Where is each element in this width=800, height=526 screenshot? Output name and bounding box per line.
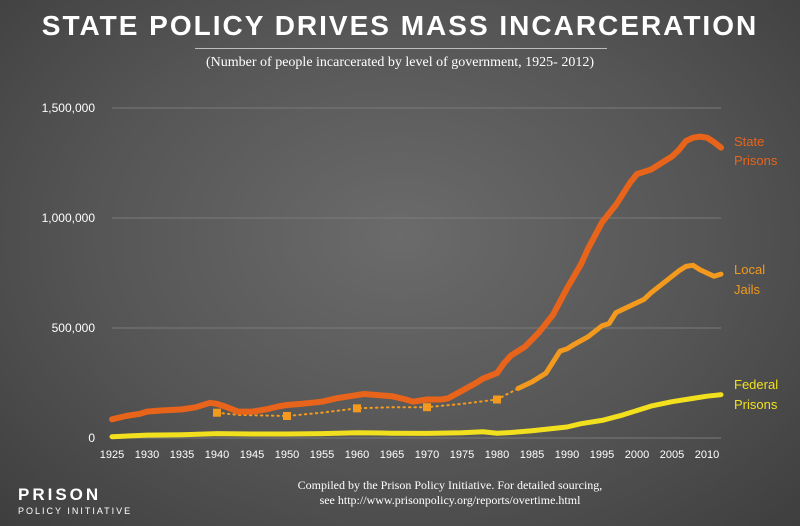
state-series-label: Prisons <box>734 153 778 168</box>
x-tick-label: 2000 <box>625 449 649 461</box>
federal-series-label: Federal <box>734 377 778 392</box>
chart-title: STATE POLICY DRIVES MASS INCARCERATION <box>41 10 759 41</box>
x-tick-label: 1940 <box>205 449 229 461</box>
jails-estimated-line <box>216 387 519 418</box>
x-tick-label: 1960 <box>345 449 369 461</box>
logo-line1: PRISON <box>18 485 102 504</box>
x-tick-label: 2005 <box>660 449 684 461</box>
x-tick-label: 1945 <box>240 449 264 461</box>
x-tick-label: 1980 <box>485 449 509 461</box>
y-tick-label: 500,000 <box>52 321 96 335</box>
chart-subtitle: (Number of people incarcerated by level … <box>206 55 594 70</box>
jails-marker <box>283 412 291 420</box>
state-line <box>109 133 724 423</box>
x-tick-label: 1950 <box>275 449 299 461</box>
series-labels: State Prisons Local Jails Federal Prisons <box>734 134 778 412</box>
x-tick-label: 1985 <box>520 449 544 461</box>
y-axis-ticks: 0 500,000 1,000,000 1,500,000 <box>42 101 96 445</box>
x-tick-label: 1935 <box>170 449 194 461</box>
x-tick-label: 1995 <box>590 449 614 461</box>
x-tick-label: 2010 <box>695 449 719 461</box>
state-series-label: State <box>734 134 764 149</box>
y-tick-label: 1,000,000 <box>42 211 96 225</box>
x-tick-label: 1925 <box>100 449 124 461</box>
x-tick-label: 1965 <box>380 449 404 461</box>
series-lines <box>109 133 724 440</box>
source-line1: Compiled by the Prison Policy Initiative… <box>297 478 603 492</box>
logo-line2: POLICY INITIATIVE <box>18 506 133 516</box>
title-divider <box>195 48 607 49</box>
jails-series-label: Jails <box>734 282 761 297</box>
jails-marker <box>423 403 431 412</box>
federal-series-label: Prisons <box>734 397 778 412</box>
jails-marker <box>213 408 221 417</box>
y-tick-label: 0 <box>88 431 95 445</box>
x-tick-label: 1975 <box>450 449 474 461</box>
x-tick-label: 1970 <box>415 449 439 461</box>
source-note: Compiled by the Prison Policy Initiative… <box>240 478 660 508</box>
grid-lines <box>112 107 721 439</box>
jails-marker <box>493 395 501 404</box>
jails-line <box>515 262 724 391</box>
prison-policy-logo: PRISON POLICY INITIATIVE <box>18 486 132 516</box>
x-tick-label: 1990 <box>555 449 579 461</box>
x-tick-label: 1930 <box>135 449 159 461</box>
source-line2: see http://www.prisonpolicy.org/reports/… <box>319 493 581 507</box>
jails-series-label: Local <box>734 262 765 277</box>
x-axis-ticks: 1925 1930 1935 1940 1945 1950 1955 1960 1965 1970… <box>100 449 719 461</box>
x-tick-label: 1955 <box>310 449 334 461</box>
jails-marker <box>353 404 361 413</box>
y-tick-label: 1,500,000 <box>42 101 96 115</box>
federal-line <box>109 392 724 440</box>
